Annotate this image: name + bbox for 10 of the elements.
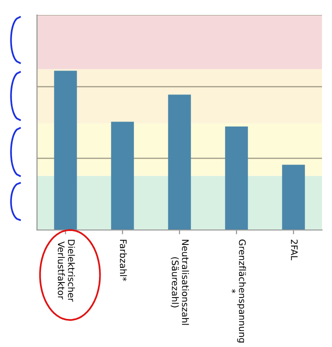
bar	[54, 70, 77, 230]
x-tick-label: 2FAL	[291, 240, 298, 260]
x-tick-label: Farbzahl*	[120, 240, 127, 282]
bar	[282, 164, 305, 230]
bar	[168, 94, 191, 230]
bar	[225, 126, 248, 230]
x-tick-label: Neutralisationszahl (Säurezahl)	[170, 240, 189, 325]
x-tick-label: Grenzflächenspannung *	[232, 240, 246, 342]
bar	[111, 122, 134, 230]
x-tick-label: Dielektrischer Verlustfaktor	[58, 240, 75, 302]
